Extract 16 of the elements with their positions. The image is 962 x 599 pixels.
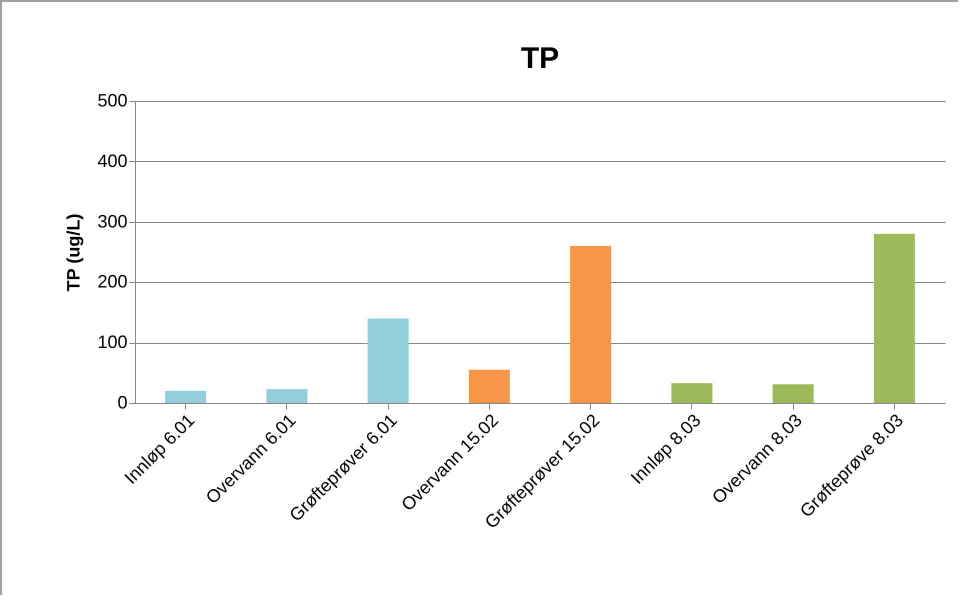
bar (468, 370, 510, 403)
bar (266, 389, 308, 403)
y-tick-label: 300 (97, 211, 128, 232)
y-tick-label: 100 (97, 332, 128, 352)
bar (368, 318, 409, 403)
y-tick-label: 500 (97, 90, 128, 110)
y-tick-label: 0 (117, 392, 128, 412)
chart-title: TP (520, 42, 560, 75)
bar (165, 390, 206, 403)
bar (671, 383, 712, 403)
bar (570, 246, 612, 403)
bar (772, 384, 814, 403)
y-tick-label: 400 (97, 150, 128, 171)
y-tick-label: 200 (97, 272, 128, 292)
y-axis-title: TP (ug/L) (63, 214, 84, 292)
bar (874, 234, 915, 403)
